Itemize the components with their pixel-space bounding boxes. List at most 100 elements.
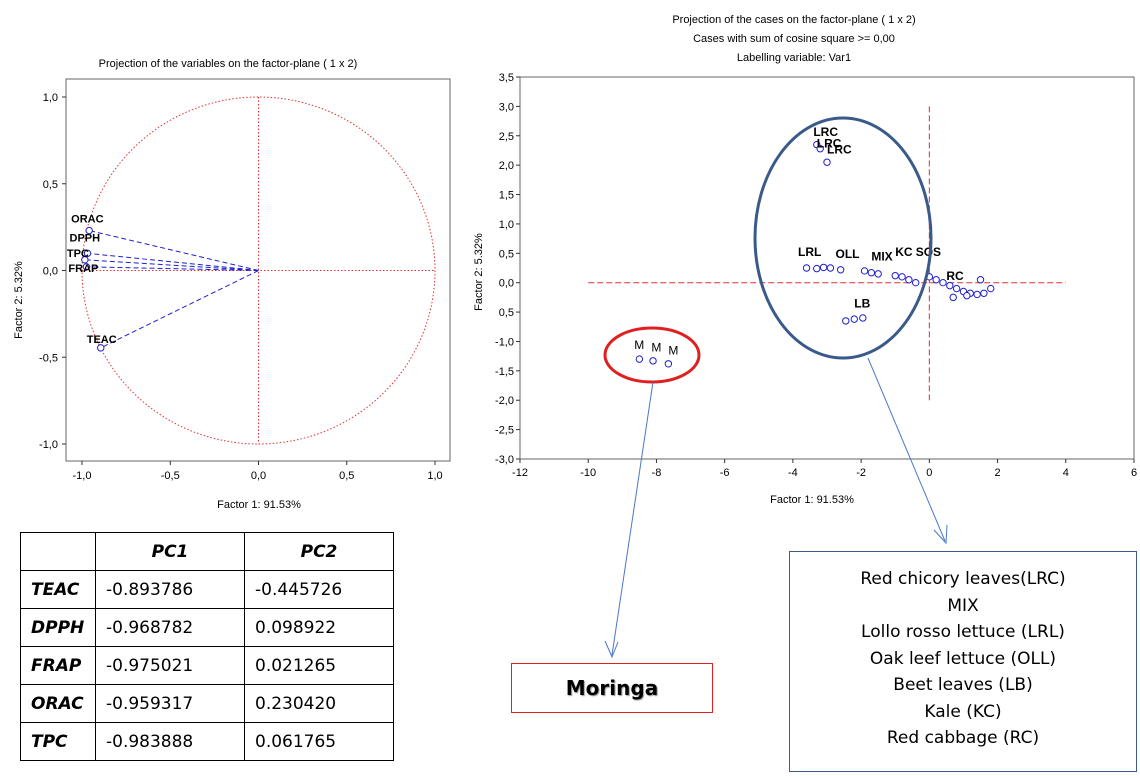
loading-vector bbox=[100, 270, 259, 349]
table-header-pc1: PC1 bbox=[95, 532, 245, 571]
legend-line: MIX bbox=[947, 595, 979, 616]
loading-vector bbox=[84, 259, 259, 271]
case-point-label: M bbox=[634, 338, 644, 352]
loading-vector bbox=[87, 252, 259, 271]
loading-point-label: TEAC bbox=[87, 334, 117, 346]
case-point-label: RC bbox=[946, 269, 964, 283]
legend-line: Beet leaves (LB) bbox=[893, 675, 1033, 695]
right-x-tick-label: -8 bbox=[652, 467, 662, 479]
right-y-tick-label: -3,0 bbox=[495, 454, 514, 466]
right-y-tick-label: 3,0 bbox=[499, 101, 514, 113]
case-point-label: LB bbox=[854, 296, 870, 310]
case-point bbox=[635, 355, 644, 363]
left-y-axis-label: Factor 2: 5.32% bbox=[13, 261, 25, 339]
case-point bbox=[973, 290, 981, 299]
loading-vector bbox=[86, 266, 259, 271]
left-x-tick-label: 1,0 bbox=[427, 470, 442, 482]
table-row: ORAC -0.959317 0.230420 bbox=[20, 684, 394, 723]
row-pc2: -0.445726 bbox=[244, 570, 394, 609]
right-y-tick-label: 1,5 bbox=[499, 190, 514, 202]
right-x-tick-label: -10 bbox=[580, 467, 596, 479]
case-point-label: M bbox=[668, 343, 678, 357]
row-name: DPPH bbox=[20, 608, 96, 647]
annotation-arrows bbox=[604, 357, 948, 659]
case-point bbox=[891, 271, 899, 280]
cluster-ellipse bbox=[753, 116, 933, 360]
loading-point-label: ORAC bbox=[71, 214, 103, 226]
case-point bbox=[980, 289, 988, 297]
right-x-axis-label: Factor 1: 91.53% bbox=[770, 494, 854, 506]
right-plot-frame bbox=[519, 76, 1135, 460]
case-point bbox=[932, 276, 940, 284]
case-point bbox=[987, 284, 995, 293]
left-chart-title: Projection of the variables on the facto… bbox=[99, 58, 358, 70]
right-x-tick-label: 4 bbox=[1063, 467, 1069, 479]
case-point bbox=[823, 158, 831, 166]
right-y-tick-label: 1,0 bbox=[499, 219, 514, 231]
loading-vector bbox=[89, 230, 259, 271]
case-point bbox=[898, 273, 906, 281]
case-point bbox=[664, 360, 673, 368]
table-row: TEAC -0.893786 -0.445726 bbox=[20, 570, 394, 609]
row-name: TPC bbox=[20, 722, 96, 761]
row-name: FRAP bbox=[20, 646, 96, 685]
left-y-tick-label: -1,0 bbox=[39, 439, 58, 451]
left-y-tick-label: 0,5 bbox=[43, 179, 58, 191]
moringa-arrow-line bbox=[611, 381, 654, 656]
case-point bbox=[952, 284, 961, 293]
left-y-tick-label: 0,0 bbox=[43, 266, 58, 278]
case-point-label: KC bbox=[895, 245, 913, 259]
cluster-arrow-head bbox=[933, 524, 948, 545]
case-point bbox=[836, 266, 845, 274]
legend-line: Oak leef lettuce (OLL) bbox=[869, 648, 1057, 669]
table-header-row: PC1 PC2 bbox=[20, 532, 394, 571]
case-point bbox=[905, 276, 913, 284]
case-point-label: LRL bbox=[798, 245, 821, 259]
case-point bbox=[911, 278, 920, 287]
case-point bbox=[859, 314, 867, 322]
right-y-tick-label: 2,5 bbox=[499, 131, 514, 143]
case-point bbox=[802, 264, 811, 272]
right-y-tick-label: -1,0 bbox=[495, 336, 514, 348]
loading-point bbox=[81, 256, 89, 264]
right-y-tick-label: 0,5 bbox=[499, 248, 514, 260]
right-x-tick-label: 6 bbox=[1131, 467, 1137, 479]
loading-point-label: TPC bbox=[67, 248, 89, 260]
row-pc1: -0.959317 bbox=[95, 684, 245, 723]
case-point-label: MIX bbox=[871, 249, 892, 263]
moringa-ellipse bbox=[603, 326, 701, 384]
row-pc2: 0.230420 bbox=[244, 684, 394, 723]
right-y-tick-label: 0,0 bbox=[499, 278, 514, 290]
case-point-label: LRC bbox=[817, 137, 842, 151]
right-x-tick-label: -12 bbox=[512, 467, 528, 479]
cluster-arrow-line bbox=[867, 357, 946, 542]
table-row: TPC -0.983888 0.061765 bbox=[20, 722, 394, 761]
right-y-tick-label: 0,5 bbox=[499, 307, 514, 319]
loadings-table: PC1 PC2 TEAC -0.893786 -0.445726 DPPH -0.96… bbox=[20, 532, 394, 761]
case-point bbox=[819, 263, 828, 272]
loading-point bbox=[97, 344, 105, 352]
right-y-tick-label: 2,0 bbox=[499, 160, 514, 172]
right-y-tick-label: -2,0 bbox=[495, 395, 514, 407]
row-pc1: -0.968782 bbox=[95, 608, 245, 647]
case-point bbox=[816, 144, 824, 153]
left-x-tick-label: -1,0 bbox=[73, 470, 92, 482]
loading-point bbox=[85, 226, 93, 235]
right-x-tick-label: 2 bbox=[994, 467, 1000, 479]
left-y-tick-label: 1,0 bbox=[43, 92, 58, 104]
right-x-tick-label: -2 bbox=[856, 467, 866, 479]
case-point bbox=[976, 276, 985, 284]
cluster-legend-box: Red chicory leaves(LRC) MIX Lollo rosso … bbox=[789, 551, 1137, 772]
right-x-tick-label: -4 bbox=[788, 467, 798, 479]
variables-factor-plane-chart: Projection of the variables on the facto… bbox=[13, 58, 451, 511]
row-pc2: 0.061765 bbox=[244, 722, 394, 761]
right-y-tick-label: 3,5 bbox=[499, 72, 514, 84]
left-y-tick-label: -0,5 bbox=[39, 352, 58, 364]
right-x-tick-label: -6 bbox=[720, 467, 730, 479]
moringa-label: Moringa bbox=[565, 676, 659, 700]
right-y-tick-label: -1,5 bbox=[495, 366, 514, 378]
case-point-label: SOS bbox=[916, 245, 941, 259]
table-header-corner bbox=[20, 532, 96, 571]
case-point-label: M bbox=[651, 340, 661, 354]
